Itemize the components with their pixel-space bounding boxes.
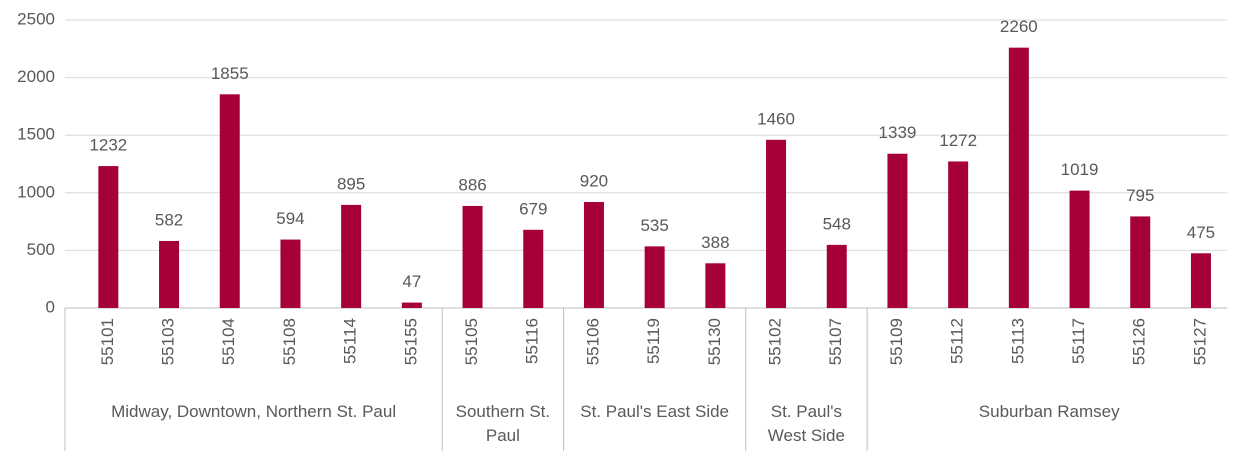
data-label: 582 — [155, 210, 183, 229]
group-label: St. Paul's East Side — [580, 402, 730, 421]
y-tick-label: 2000 — [17, 67, 55, 86]
data-label: 795 — [1126, 186, 1154, 205]
x-tick-label: 55102 — [766, 318, 785, 365]
y-tick-label: 0 — [46, 297, 55, 316]
y-tick-label: 2500 — [17, 9, 55, 28]
group-label: Suburban Ramsey — [978, 402, 1120, 421]
bar — [341, 204, 362, 308]
x-tick-label: 55119 — [644, 318, 663, 364]
data-label: 1019 — [1061, 160, 1099, 179]
data-label: 388 — [701, 233, 729, 252]
x-tick-label: 55107 — [826, 318, 845, 365]
bar — [887, 153, 908, 308]
x-tick-label: 55126 — [1130, 318, 1149, 365]
y-tick-label: 1000 — [17, 182, 55, 201]
bar — [826, 244, 847, 308]
bar — [98, 166, 119, 308]
data-label: 1272 — [939, 131, 977, 150]
bar — [159, 240, 180, 308]
bar — [1008, 47, 1029, 308]
data-label: 535 — [640, 216, 668, 235]
x-tick-label: 55108 — [280, 318, 299, 365]
bar — [948, 161, 969, 308]
data-label: 1339 — [879, 123, 917, 142]
data-label: 679 — [519, 199, 547, 218]
bar — [280, 239, 301, 308]
data-label: 886 — [458, 175, 486, 194]
x-tick-label: 55114 — [341, 318, 360, 364]
bar — [766, 139, 787, 308]
bar — [1069, 190, 1090, 308]
bar — [705, 263, 726, 308]
data-label: 47 — [402, 272, 421, 291]
y-tick-label: 1500 — [17, 125, 55, 144]
x-tick-label: 55155 — [401, 318, 420, 365]
data-label: 1232 — [89, 136, 127, 155]
x-tick-label: 55109 — [887, 318, 906, 365]
group-label: Midway, Downtown, Northern St. Paul — [111, 402, 397, 421]
x-tick-label: 55116 — [523, 318, 542, 364]
group-label: Southern St. Paul — [455, 402, 551, 445]
x-tick-label: 55106 — [583, 318, 602, 365]
bar — [462, 205, 483, 308]
bar — [219, 94, 240, 308]
bar — [583, 202, 604, 308]
bar — [401, 302, 422, 308]
bar — [1130, 216, 1151, 308]
bar — [644, 246, 665, 308]
x-tick-label: 55101 — [98, 318, 117, 365]
x-tick-label: 55105 — [462, 318, 481, 365]
bar — [1190, 253, 1211, 308]
x-tick-label: 55130 — [705, 318, 724, 365]
data-label: 895 — [337, 174, 365, 193]
x-tick-label: 55103 — [159, 318, 178, 365]
data-label: 920 — [580, 172, 608, 191]
x-tick-label: 55112 — [948, 318, 967, 364]
x-tick-label: 55113 — [1008, 318, 1027, 364]
data-label: 475 — [1187, 223, 1215, 242]
data-label: 594 — [276, 209, 304, 228]
x-tick-label: 55127 — [1190, 318, 1209, 365]
bar — [523, 229, 544, 308]
y-tick-label: 500 — [27, 240, 55, 259]
x-tick-label: 55104 — [219, 318, 238, 365]
data-label: 1460 — [757, 109, 795, 128]
x-tick-label: 55117 — [1069, 318, 1088, 364]
data-label: 548 — [823, 214, 851, 233]
data-label: 2260 — [1000, 17, 1038, 36]
group-label: St. Paul's West Side — [767, 402, 845, 445]
data-label: 1855 — [211, 64, 249, 83]
